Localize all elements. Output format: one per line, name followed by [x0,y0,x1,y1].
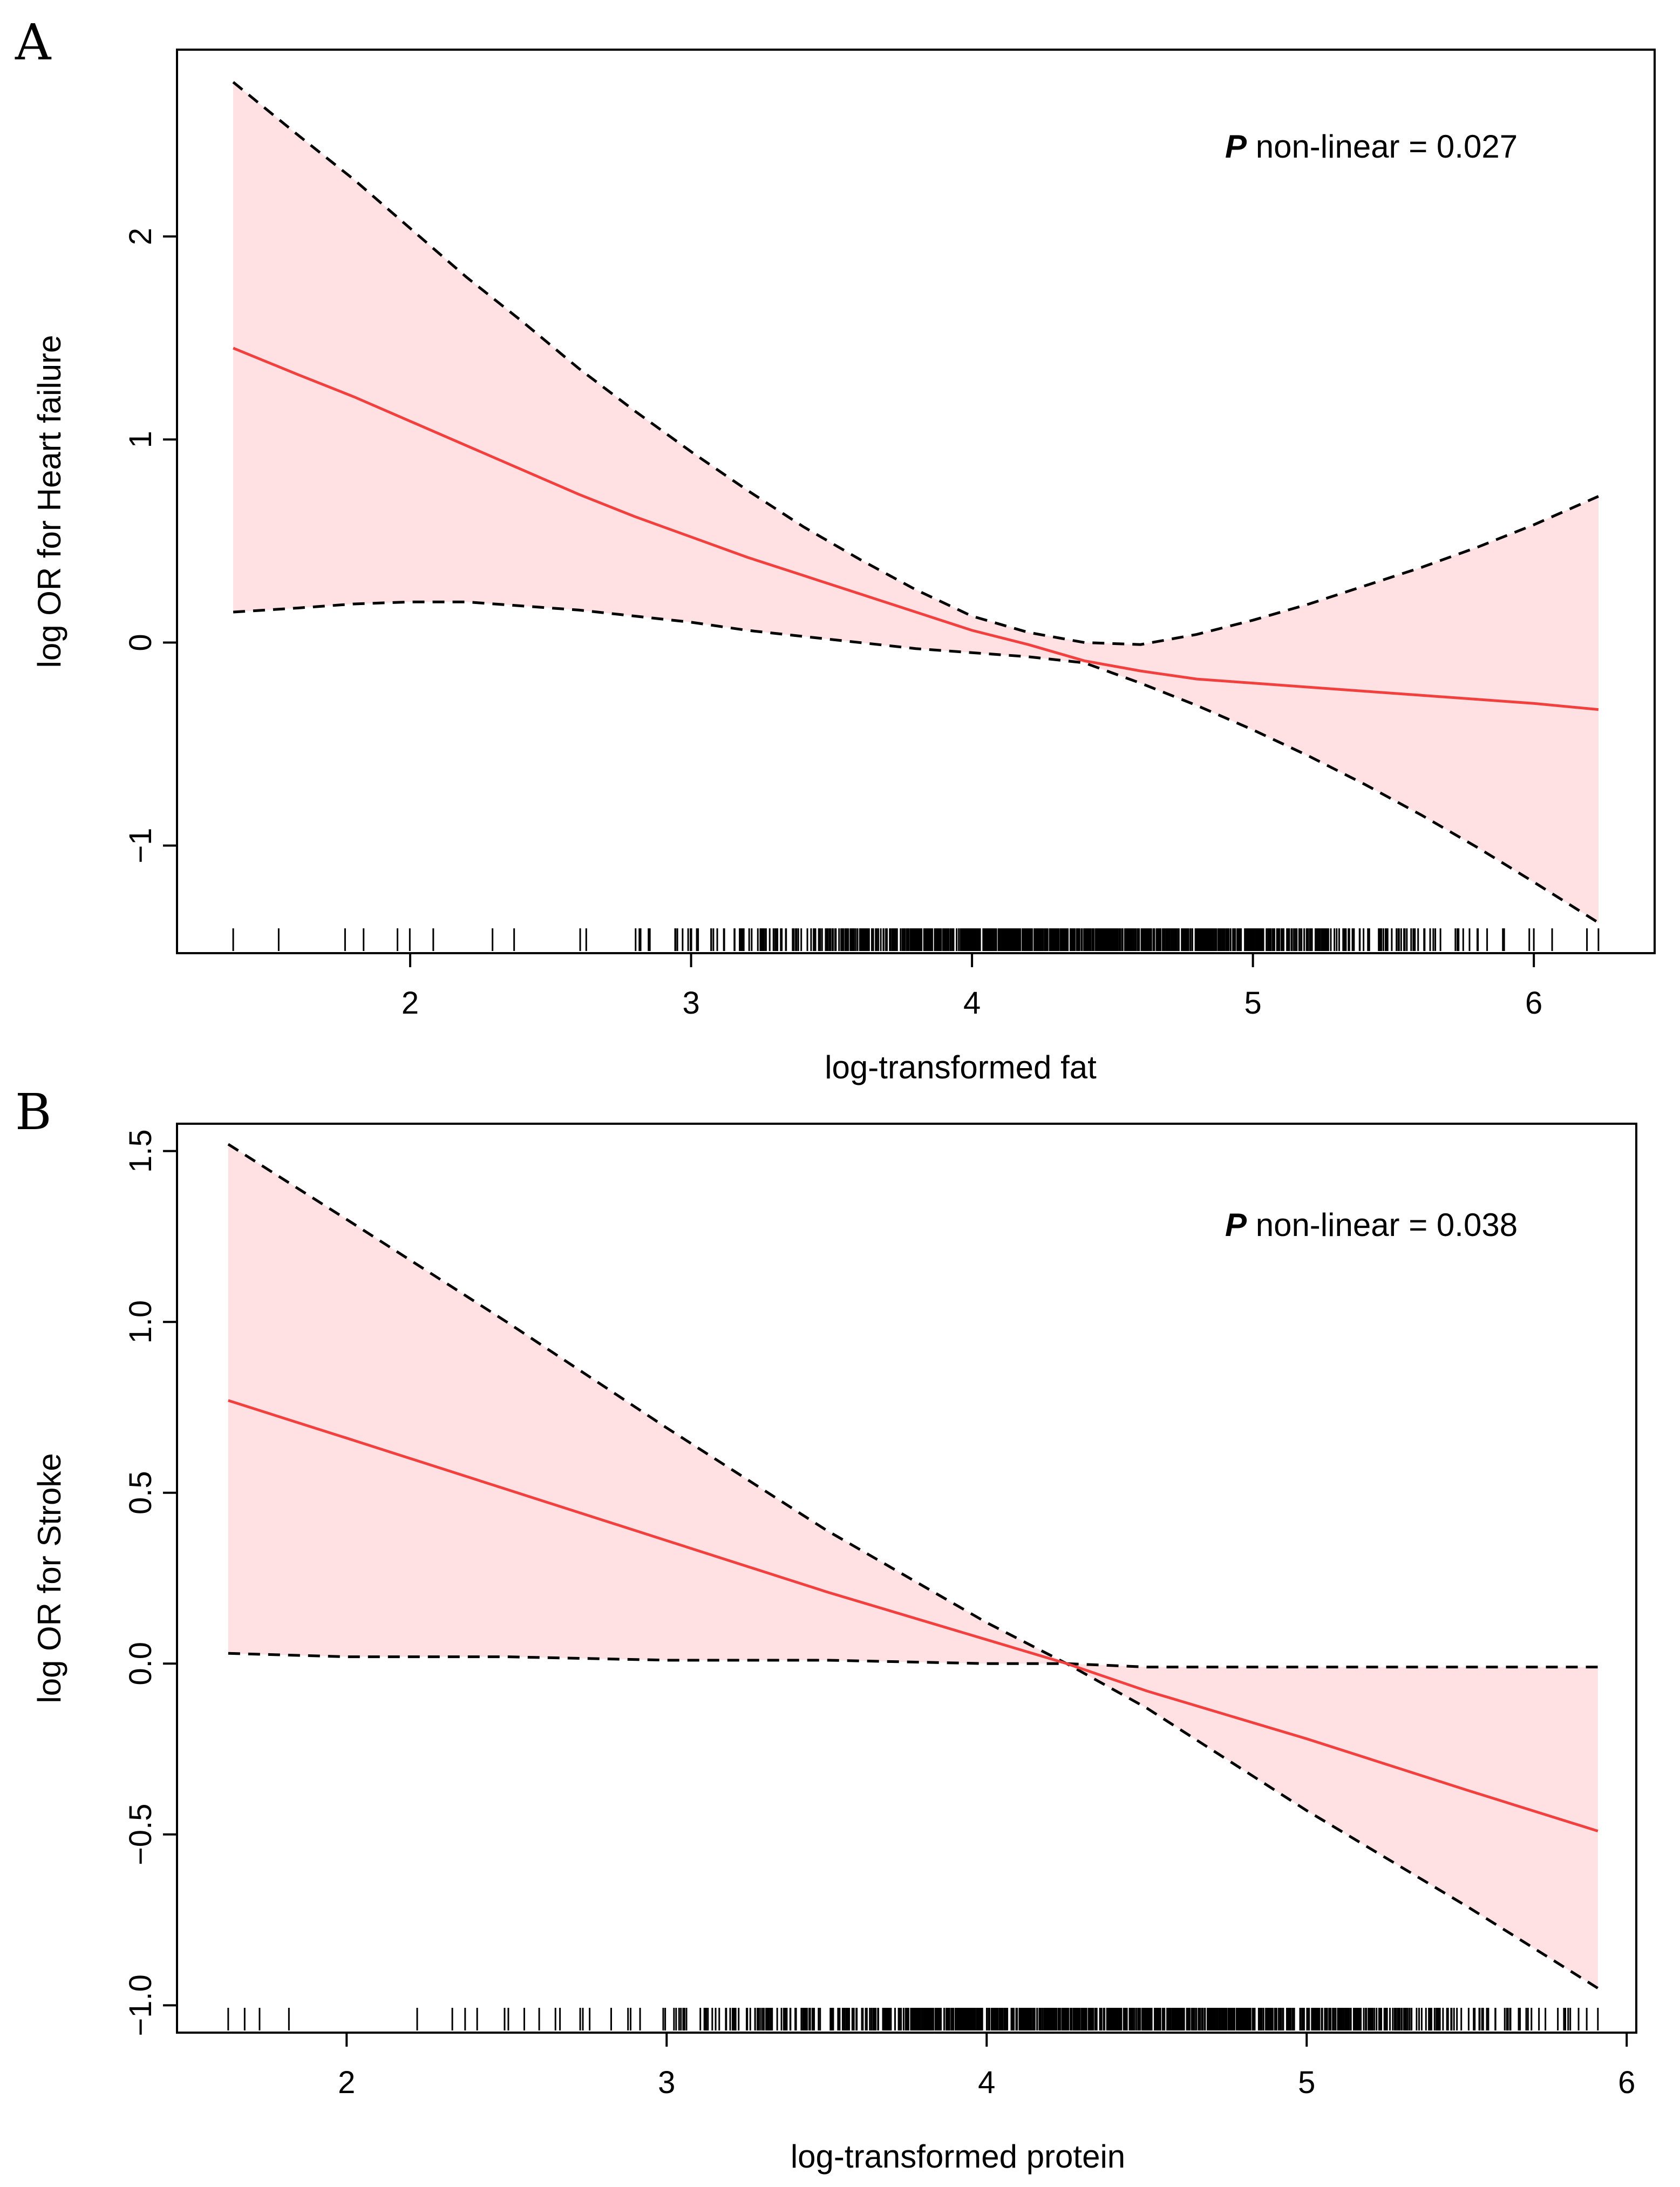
panel-a-estimate-line [233,347,1599,711]
panel-a-p-annotation: P non-linear = 0.027 [1225,128,1518,165]
panel-b-rug [227,2008,1599,2030]
panel-b-y-tick-label: 1.0 [123,1300,158,1344]
panel-a-frame [176,49,1656,954]
panel-b-x-tick-label: 4 [978,2065,995,2100]
panel-a-p-text: non-linear = 0.027 [1247,128,1518,165]
panel-a-x-axis-title: log-transformed fat [825,1049,1097,1085]
panel-a-letter: A [15,13,52,71]
panel-b-y-tick-label: −1.0 [123,1974,158,2036]
panel-b-x-tick-label: 3 [658,2065,675,2100]
panel-b-x-tick-label: 6 [1618,2065,1635,2100]
panel-b-x-tick-label: 5 [1298,2065,1315,2100]
panel-a-p-symbol: P [1225,128,1247,165]
panel-b-p-annotation: P non-linear = 0.038 [1225,1207,1518,1243]
panel-a-ci-band [233,82,1599,923]
panel-b-y-tick-label: −0.5 [123,1804,158,1866]
panel-b-upper-ci-line [227,1143,1599,1989]
panel-b-p-text: non-linear = 0.038 [1247,1207,1518,1243]
panel-a-y-tick-label: −1 [123,828,158,864]
panel-a-y-tick-label: 1 [123,431,158,448]
panel-a-upper-ci-line [232,81,1599,646]
panel-b-y-tick-label: 1.5 [123,1129,158,1173]
panel-b: B P non-linear = 0.038 log-transformed p… [15,1083,1637,2175]
panel-a-y-tick-label: 0 [123,634,158,651]
panel-a-lower-ci-line [233,600,1600,924]
panel-b-y-tick-label: 0.0 [123,1642,158,1686]
panel-a-y-axis-title: log OR for Heart failure [31,335,67,668]
panel-a-x-tick-label: 3 [682,986,699,1021]
panel-a-y-tick-label: 2 [123,228,158,245]
panel-b-p-symbol: P [1225,1207,1247,1243]
panel-b-y-axis-title: log OR for Stroke [31,1453,67,1703]
panel-a: A P non-linear = 0.027 log-transformed f… [15,13,1656,1085]
panel-b-estimate-line [228,1399,1599,1832]
panel-a-x-tick-label: 4 [963,986,981,1021]
panel-b-frame [176,1123,1637,2034]
panel-a-rug [232,928,1600,951]
panel-b-x-axis-title: log-transformed protein [791,2138,1125,2175]
panel-a-x-tick-label: 5 [1244,986,1262,1021]
panel-b-x-tick-label: 2 [338,2065,355,2100]
panel-a-x-tick-label: 2 [402,986,419,1021]
panel-a-plot-area [232,81,1600,951]
panel-b-letter: B [15,1083,52,1141]
panel-b-plot-area [227,1143,1599,2030]
panel-a-x-tick-label: 6 [1525,986,1542,1021]
panel-b-y-tick-label: 0.5 [123,1471,158,1514]
panel-b-lower-ci-line [228,1652,1598,1669]
